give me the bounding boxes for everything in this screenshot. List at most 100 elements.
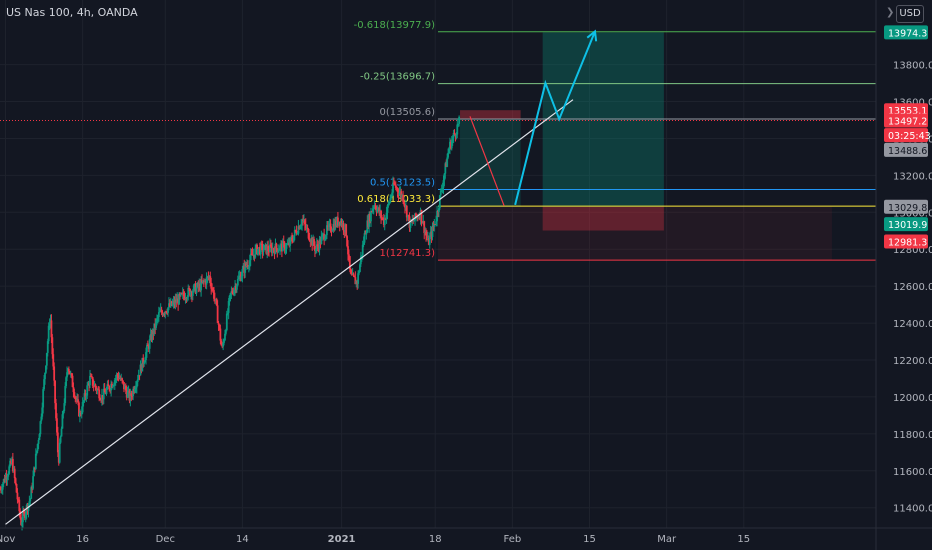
candle-body: [60, 428, 63, 437]
candle-body: [197, 282, 200, 287]
candle-body: [210, 282, 213, 289]
candle-body: [425, 231, 427, 236]
candle-body: [350, 273, 353, 276]
candle-body: [370, 211, 373, 213]
long-position-stop-zone[interactable]: [542, 206, 664, 231]
candle-body: [76, 399, 79, 401]
candle-body: [375, 208, 378, 212]
candle-body: [438, 195, 441, 209]
candle-body: [382, 218, 385, 226]
candle-body: [141, 357, 144, 372]
candle-body: [416, 216, 419, 218]
time-tick-label: 18: [429, 534, 442, 545]
candle-body: [83, 393, 86, 401]
candle-body: [102, 388, 105, 400]
price-axis-badge-label: 13497.2: [888, 117, 927, 128]
candle-body: [54, 380, 56, 404]
candle-body: [161, 312, 164, 316]
candle-body: [413, 220, 416, 222]
candle-body: [168, 303, 170, 308]
candle-body: [175, 299, 178, 303]
chevron-left-icon[interactable]: ❯: [886, 7, 895, 18]
candle-body: [298, 226, 301, 230]
candle-body: [100, 399, 102, 401]
fib-level-label: 0.5(13123.5): [370, 178, 435, 189]
candle-body: [5, 475, 8, 480]
candle-body: [324, 238, 326, 241]
price-tick-label: 11800.0: [893, 430, 932, 441]
candle-body: [393, 182, 395, 184]
projection-path[interactable]: [514, 31, 596, 206]
candle-body: [378, 207, 381, 214]
candle-body: [206, 276, 209, 278]
candle-body: [101, 395, 103, 401]
candle-body: [421, 221, 424, 224]
candle-body: [24, 513, 27, 518]
candle-body: [135, 382, 138, 388]
candle-body: [44, 372, 46, 380]
candle-body: [255, 244, 258, 249]
candle-body: [325, 225, 328, 236]
candle-body: [198, 283, 201, 287]
candle-body: [430, 231, 433, 238]
candle-body: [162, 313, 165, 316]
candle-body: [424, 231, 427, 234]
long-position-profit-zone[interactable]: [542, 32, 664, 207]
candle-body: [384, 218, 387, 220]
candle-body: [427, 238, 430, 245]
candle-body: [359, 264, 361, 272]
candle-body: [379, 210, 382, 214]
candle-body: [289, 238, 292, 246]
candle-body: [106, 384, 109, 390]
candle-body: [85, 395, 88, 397]
candle-body: [140, 364, 143, 372]
candle-body: [166, 312, 169, 314]
candle-body: [35, 450, 38, 454]
candle-body: [207, 276, 210, 278]
candle-body: [110, 383, 113, 391]
candle-body: [149, 334, 152, 340]
candle-body: [15, 483, 18, 493]
candle-body: [254, 248, 257, 258]
candle-body: [181, 292, 184, 294]
candle-body: [99, 398, 101, 400]
candle-body: [392, 182, 394, 193]
candle-body: [36, 443, 39, 451]
candle-body: [302, 219, 304, 222]
candle-body: [148, 339, 151, 349]
candle-body: [365, 232, 368, 235]
candle-body: [56, 432, 59, 453]
candle-body: [194, 283, 197, 294]
candle-body: [316, 244, 319, 247]
time-tick-label: 2021: [328, 534, 356, 545]
candle-body: [404, 204, 406, 208]
price-tick-label: 12800.0: [893, 245, 932, 256]
candle-body: [261, 244, 264, 252]
candle-body: [280, 243, 283, 252]
candle-body: [61, 414, 64, 429]
candle-body: [0, 489, 2, 491]
candle-body: [250, 253, 253, 255]
currency-button[interactable]: USD: [896, 5, 924, 23]
candle-body: [317, 246, 320, 250]
candle-body: [189, 289, 191, 296]
candle-body: [142, 357, 145, 364]
projection-path[interactable]: [469, 116, 505, 207]
price-tick-label: 13600.0: [893, 98, 932, 109]
candle-body: [22, 512, 25, 514]
candle-body: [31, 487, 34, 489]
candle-body: [256, 244, 259, 254]
candle-body: [180, 293, 183, 295]
candle-body: [67, 369, 70, 372]
candle-body: [7, 473, 10, 477]
candle-body: [282, 241, 285, 243]
trendline[interactable]: [5, 99, 574, 525]
candle-body: [271, 248, 274, 253]
candle-body: [269, 244, 271, 252]
candle-body: [196, 282, 199, 288]
candle-body: [436, 211, 438, 222]
candle-body: [232, 293, 235, 295]
candle-body: [411, 220, 414, 222]
candle-body: [174, 299, 177, 305]
